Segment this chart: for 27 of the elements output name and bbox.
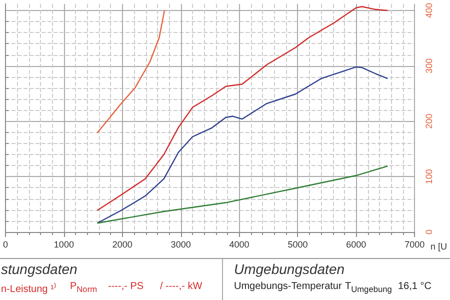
x-tick-label: 7000: [404, 240, 425, 250]
text: 16,1 °C: [398, 281, 432, 292]
line-series: [96, 66, 388, 224]
x-tick-label: 2000: [112, 240, 132, 250]
y-tick-label: 300: [424, 58, 434, 74]
line-series: [96, 10, 166, 134]
x-axis-title: n [U: [430, 242, 448, 252]
x-tick-label: 3000: [170, 240, 191, 250]
x-tick-label: 1000: [54, 240, 74, 250]
x-tick-label: 0: [2, 240, 8, 250]
x-tick-label: 5000: [288, 240, 308, 250]
line-series: [96, 166, 388, 224]
text: / ----,- kW: [160, 281, 202, 292]
y-tick-label: 100: [424, 169, 434, 184]
text: P$_{Norm}$: [70, 281, 98, 294]
text: T$_{Umgebung}$: [345, 281, 392, 294]
x-tick-label: 6000: [346, 240, 366, 250]
text: stungsdaten: [1, 261, 78, 277]
x-tick-label: 4000: [229, 240, 250, 250]
y-tick-label: 400: [424, 2, 434, 18]
y-tick-label: 0: [424, 229, 434, 235]
text: Umgebungsdaten: [234, 261, 345, 277]
text: ----,- PS: [108, 281, 144, 292]
line-series: [96, 6, 388, 212]
y-tick-label: 200: [424, 114, 434, 129]
text: n-Leistung ¹⁾: [1, 282, 56, 295]
text: Umgebungs-Temperatur: [234, 281, 342, 292]
